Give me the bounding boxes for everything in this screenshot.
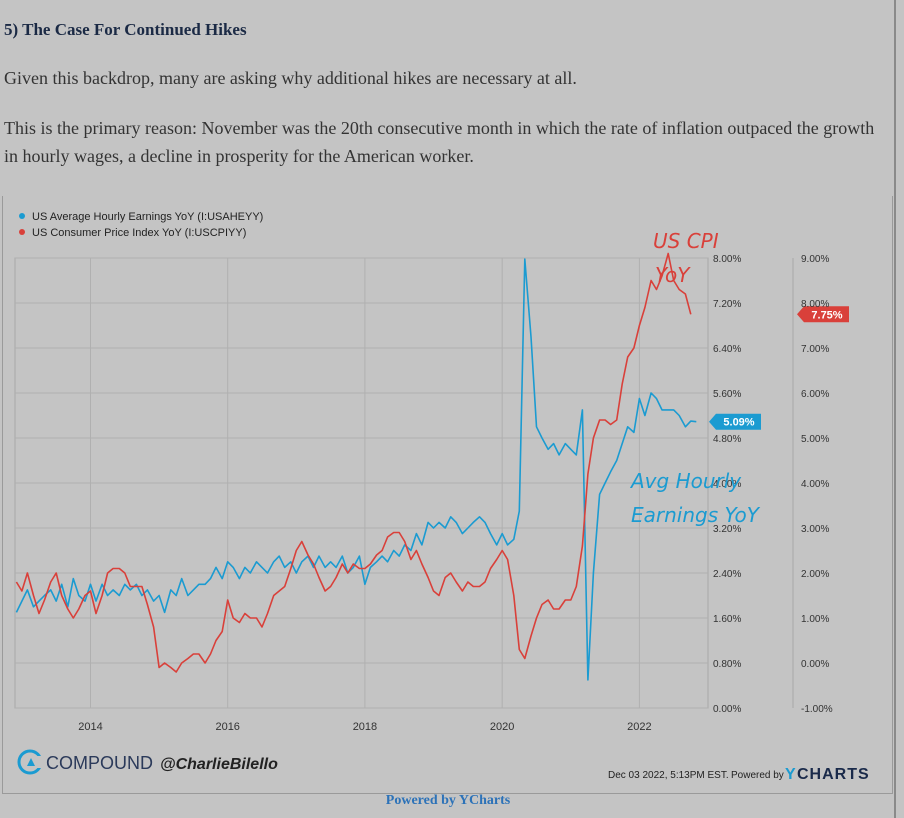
powered-by-ycharts-link[interactable]: Powered by YCharts (385, 793, 511, 808)
compound-logo-text: COMPOUND (46, 753, 153, 773)
annotation-text: Avg Hourly (629, 469, 742, 493)
left-tick-label: 4.00% (713, 479, 741, 490)
section-heading: 5) The Case For Continued Hikes (4, 20, 247, 39)
legend-label: US Consumer Price Index YoY (I:USCPIYY) (32, 227, 246, 239)
twitter-handle: @CharlieBilello (160, 756, 278, 773)
left-tick-label: 8.00% (713, 254, 741, 265)
chart-series-lines: 5.09% 7.75% (15, 252, 849, 681)
last-value-label: 7.75% (811, 309, 842, 321)
compound-logo-triangle-icon (27, 758, 35, 766)
annotation-text: US CPI (653, 229, 719, 253)
paragraph-backdrop: Given this backdrop, many are asking why… (4, 68, 577, 88)
right-tick-label: 3.00% (801, 524, 829, 535)
series-line-cpi (15, 252, 692, 673)
x-tick-label: 2020 (490, 721, 514, 733)
last-value-tag (709, 413, 761, 430)
legend-marker (19, 213, 25, 219)
left-tick-label: 2.40% (713, 569, 741, 580)
right-tick-label: 8.00% (801, 299, 829, 310)
ycharts-logo-text: CHARTS (797, 766, 870, 783)
chart-branding: COMPOUND @CharlieBilello Dec 03 2022, 5:13… (17, 749, 870, 783)
right-tick-label: 4.00% (801, 479, 829, 490)
paragraph-primary-reason: This is the primary reason: November was… (4, 118, 875, 166)
left-tick-label: 4.80% (713, 434, 741, 445)
right-tick-label: -1.00% (801, 704, 833, 715)
left-tick-label: 0.00% (713, 704, 741, 715)
left-tick-label: 1.60% (713, 614, 741, 625)
chart-svg: 5.09% 7.75% 0.00% 0.80% 1.60% 2.40% 3.20% 4.00… (14, 211, 870, 783)
left-tick-label: 7.20% (713, 299, 741, 310)
left-tick-label: 3.20% (713, 524, 741, 535)
series-line-hourly-earnings (15, 258, 697, 681)
chart-timestamp: Dec 03 2022, 5:13PM EST. (608, 770, 729, 781)
right-tick-label: 9.00% (801, 254, 829, 265)
left-tick-label: 6.40% (713, 344, 741, 355)
right-tick-label: 2.00% (801, 569, 829, 580)
annotation-text: YoY (655, 263, 691, 287)
compound-logo-gap (33, 756, 43, 768)
chart-annotations: US CPI YoY Avg Hourly Earnings YoY (629, 229, 761, 527)
right-tick-label: 7.00% (801, 344, 829, 355)
right-tick-label: 5.00% (801, 434, 829, 445)
x-axis-ticks: 2014 2016 2018 2020 2022 (78, 721, 651, 733)
right-tick-label: 6.00% (801, 389, 829, 400)
x-tick-label: 2018 (353, 721, 377, 733)
right-tick-label: 1.00% (801, 614, 829, 625)
annotation-text: Earnings YoY (631, 503, 761, 527)
chart-legend: US Average Hourly Earnings YoY (I:USAHEY… (19, 211, 263, 239)
x-tick-label: 2016 (215, 721, 239, 733)
left-tick-label: 0.80% (713, 659, 741, 670)
x-tick-label: 2014 (78, 721, 102, 733)
chart-grid (14, 257, 794, 709)
last-value-label: 5.09% (723, 417, 754, 429)
last-value-tag (797, 306, 849, 323)
powered-by-label: Powered by (731, 770, 784, 781)
right-axis-ticks: -1.00% 0.00% 1.00% 2.00% 3.00% 4.00% 5.00% 6.00… (801, 254, 833, 715)
left-tick-label: 5.60% (713, 389, 741, 400)
left-axis-ticks: 0.00% 0.80% 1.60% 2.40% 3.20% 4.00% 4.80% 5.60%… (713, 254, 741, 715)
right-tick-label: 0.00% (801, 659, 829, 670)
ycharts-logo-y: Y (785, 766, 796, 783)
legend-marker (19, 229, 25, 235)
chart-container: 5.09% 7.75% 0.00% 0.80% 1.60% 2.40% 3.20% 4.00… (2, 196, 893, 794)
x-tick-label: 2022 (627, 721, 651, 733)
legend-label: US Average Hourly Earnings YoY (I:USAHEY… (32, 211, 263, 223)
